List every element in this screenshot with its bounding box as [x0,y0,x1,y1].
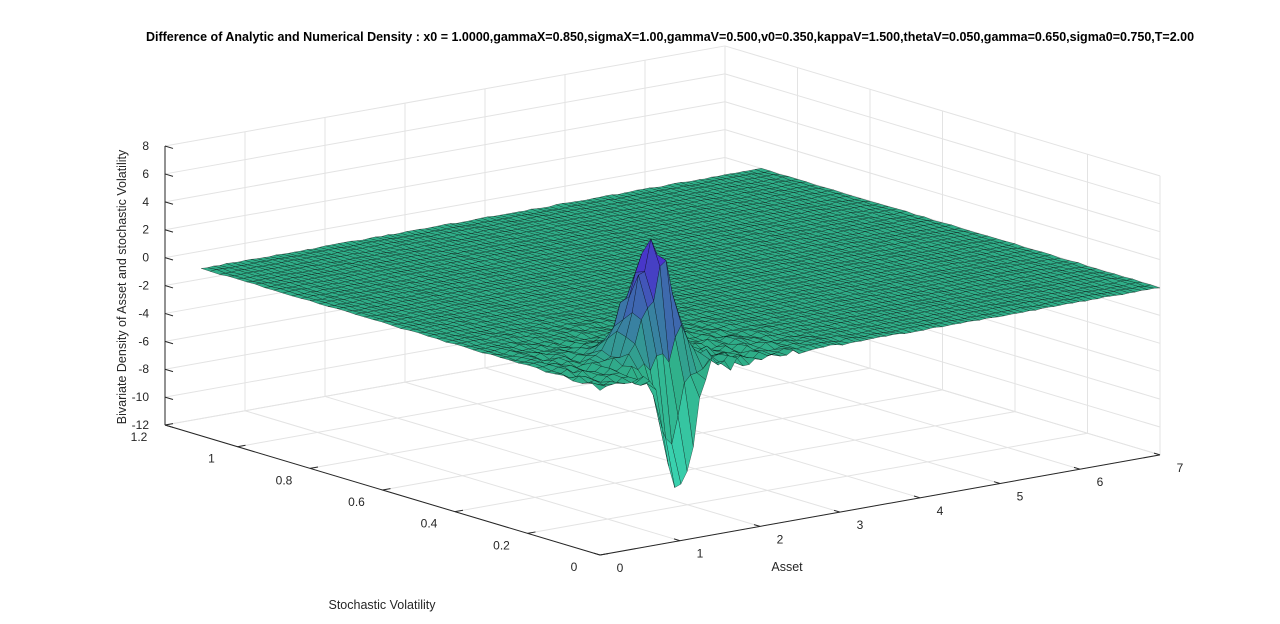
grid-line [309,367,871,469]
x-tick-label: 6 [1097,475,1104,489]
z-tick [164,368,174,373]
y-tick-label: 1 [208,452,215,466]
z-tick-label: 4 [142,195,149,209]
z-tick [164,229,174,233]
grid-line [454,411,1016,513]
z-tick-label: 6 [142,167,149,181]
grid-line [382,389,943,491]
grid-line [164,101,726,203]
x-tick [673,538,681,542]
x-tick-label: 7 [1177,461,1184,475]
z-tick [164,257,174,261]
z-tick [164,396,174,401]
x-tick [1073,466,1081,470]
x-tick-label: 2 [777,532,784,546]
z-tick [164,424,174,428]
x-tick-label: 5 [1017,490,1024,504]
x-axis-line [599,454,1161,556]
z-tick [164,340,174,345]
y-tick-label: 0.6 [348,495,365,509]
x-tick [1153,452,1161,456]
grid-line [164,157,726,259]
y-tick [164,423,174,426]
x-tick [833,509,841,513]
surface [201,168,1161,488]
z-tick [164,285,174,289]
z-tick-label: -8 [138,362,149,376]
grid-line [164,129,726,231]
axes-lines [164,145,1161,556]
grid-line [724,129,1161,261]
z-tick [164,173,174,177]
z-tick-label: -4 [138,306,149,320]
z-tick-label: -12 [132,418,150,432]
x-axis-label: Asset [771,560,803,574]
grid-line [164,73,726,175]
x-tick-label: 0 [617,561,624,575]
y-tick [309,466,319,469]
surface-patch [590,382,607,391]
y-tick [237,444,246,448]
y-tick-label: 0.4 [421,517,438,531]
grid-line [527,432,1088,534]
grid-line [724,45,1161,177]
z-axis-label: Bivariate Density of Asset and stochasti… [115,149,129,424]
y-tick-label: 0 [571,560,578,574]
y-axis-label: Stochastic Volatility [329,598,437,612]
y-tick-label: 1.2 [131,430,148,444]
x-tick [593,552,601,556]
x-tick [753,524,761,527]
x-tick-label: 4 [937,504,944,518]
z-tick-label: -6 [138,334,149,348]
z-tick-label: -10 [132,390,150,404]
y-axis-line [164,424,601,556]
chart-title: Difference of Analytic and Numerical Den… [146,30,1194,44]
z-tick [164,201,174,205]
y-tick-label: 0.2 [493,538,510,552]
y-tick [382,488,391,491]
z-tick-label: 2 [142,223,149,237]
y-tick [599,553,609,556]
x-tick [993,481,1001,484]
z-tick [164,312,174,317]
x-tick-label: 3 [857,518,864,532]
z-tick-label: 0 [142,251,149,265]
z-tick-label: -2 [138,279,149,293]
grid-line [164,45,726,147]
z-tick-label: 8 [142,139,149,153]
x-tick [913,495,921,499]
z-tick [164,145,174,149]
y-tick-label: 0.8 [276,473,293,487]
tick-labels: 0 1 2 3 4 5 6 7 0 0.2 0.4 0.6 0.8 1 1.2-12 -10 -8 -6 -4 -2 0… [131,139,1184,575]
y-tick [527,531,536,534]
grid-line [724,73,1161,205]
grid-line [724,101,1161,233]
x-tick-label: 1 [697,547,704,561]
y-tick [454,509,464,513]
